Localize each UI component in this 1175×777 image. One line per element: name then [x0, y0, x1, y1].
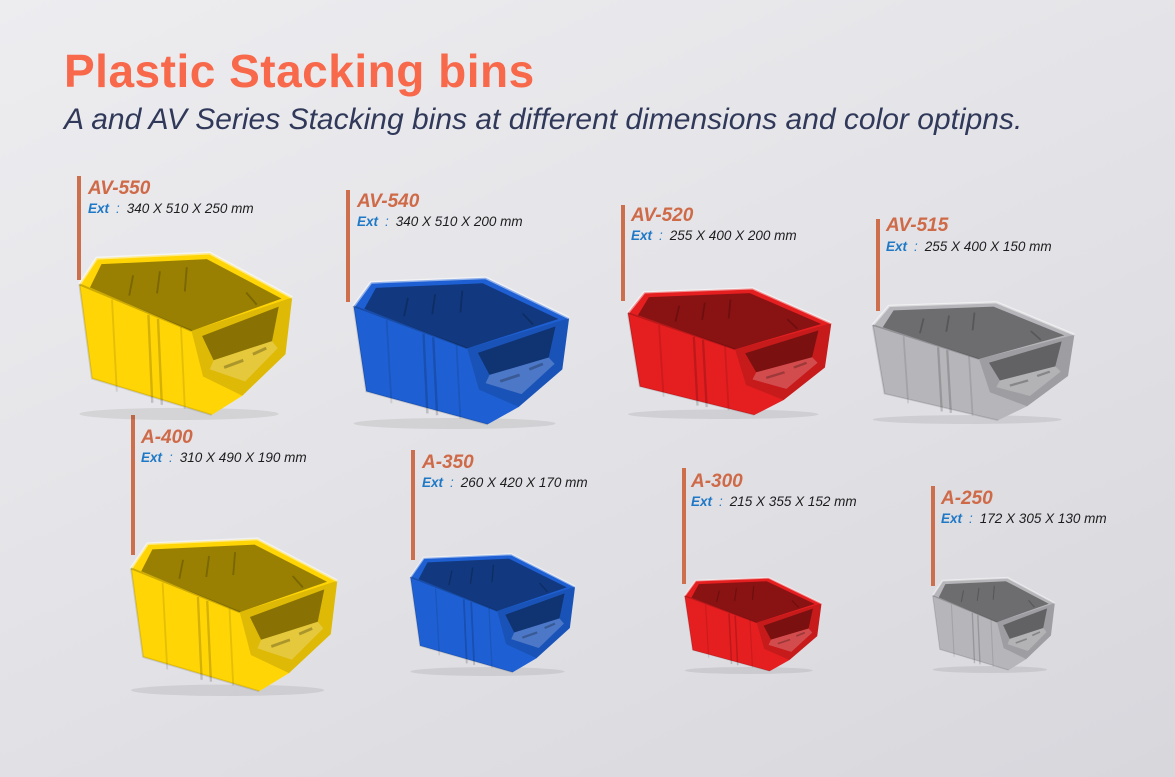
label-marker-line — [931, 486, 935, 586]
ext-colon: : — [450, 475, 454, 490]
ext-colon: : — [169, 450, 173, 465]
ext-colon: : — [719, 494, 723, 509]
product-ext-row: Ext:310 X 490 X 190 mm — [141, 450, 307, 465]
label-marker-line — [682, 468, 686, 584]
ext-colon: : — [659, 228, 663, 243]
ext-dimensions: 340 X 510 X 250 mm — [126, 201, 254, 216]
ext-label: Ext — [88, 201, 110, 216]
ext-colon: : — [116, 201, 120, 216]
product-model-name: A-350 — [422, 452, 474, 473]
ext-label: Ext — [691, 494, 713, 509]
label-marker-line — [346, 190, 350, 302]
product-model-name: A-400 — [141, 427, 193, 448]
bin-image-av-515 — [871, 300, 1076, 424]
bin-image-a-300 — [683, 576, 823, 674]
ext-label: Ext — [141, 450, 163, 465]
label-marker-line — [411, 450, 415, 560]
bin-image-a-350 — [409, 553, 577, 676]
product-model-name: AV-515 — [886, 215, 949, 236]
bin-image-av-520 — [626, 287, 833, 419]
label-marker-line — [621, 205, 625, 301]
product-model-name: A-250 — [941, 488, 993, 509]
ext-dimensions: 310 X 490 X 190 mm — [179, 450, 307, 465]
product-ext-row: Ext:172 X 305 X 130 mm — [941, 511, 1107, 526]
ext-dimensions: 255 X 400 X 150 mm — [924, 239, 1052, 254]
ext-dimensions: 260 X 420 X 170 mm — [460, 475, 588, 490]
label-marker-line — [131, 415, 135, 555]
product-ext-row: Ext:340 X 510 X 200 mm — [357, 214, 523, 229]
ext-label: Ext — [357, 214, 379, 229]
page-title: Plastic Stacking bins — [64, 45, 535, 97]
bin-image-a-250 — [931, 576, 1056, 673]
ext-dimensions: 215 X 355 X 152 mm — [729, 494, 857, 509]
product-ext-row: Ext:255 X 400 X 200 mm — [631, 228, 797, 243]
ext-label: Ext — [631, 228, 653, 243]
product-model-name: AV-520 — [631, 205, 694, 226]
ext-colon: : — [969, 511, 973, 526]
product-ext-row: Ext:340 X 510 X 250 mm — [88, 201, 254, 216]
ext-dimensions: 340 X 510 X 200 mm — [395, 214, 523, 229]
ext-dimensions: 172 X 305 X 130 mm — [979, 511, 1107, 526]
ext-label: Ext — [886, 239, 908, 254]
page-subtitle: A and AV Series Stacking bins at differe… — [64, 103, 1023, 136]
product-model-name: AV-550 — [88, 178, 151, 199]
ext-dimensions: 255 X 400 X 200 mm — [669, 228, 797, 243]
product-model-name: AV-540 — [357, 191, 420, 212]
ext-colon: : — [914, 239, 918, 254]
ext-label: Ext — [422, 475, 444, 490]
label-marker-line — [876, 219, 880, 311]
label-marker-line — [77, 176, 81, 280]
product-ext-row: Ext:260 X 420 X 170 mm — [422, 475, 588, 490]
ext-colon: : — [385, 214, 389, 229]
ext-label: Ext — [941, 511, 963, 526]
product-ext-row: Ext:255 X 400 X 150 mm — [886, 239, 1052, 254]
bin-image-a-400 — [129, 537, 339, 696]
bin-image-av-550 — [77, 251, 294, 420]
product-model-name: A-300 — [691, 471, 743, 492]
product-ext-row: Ext:215 X 355 X 152 mm — [691, 494, 857, 509]
bin-image-av-540 — [352, 276, 571, 429]
